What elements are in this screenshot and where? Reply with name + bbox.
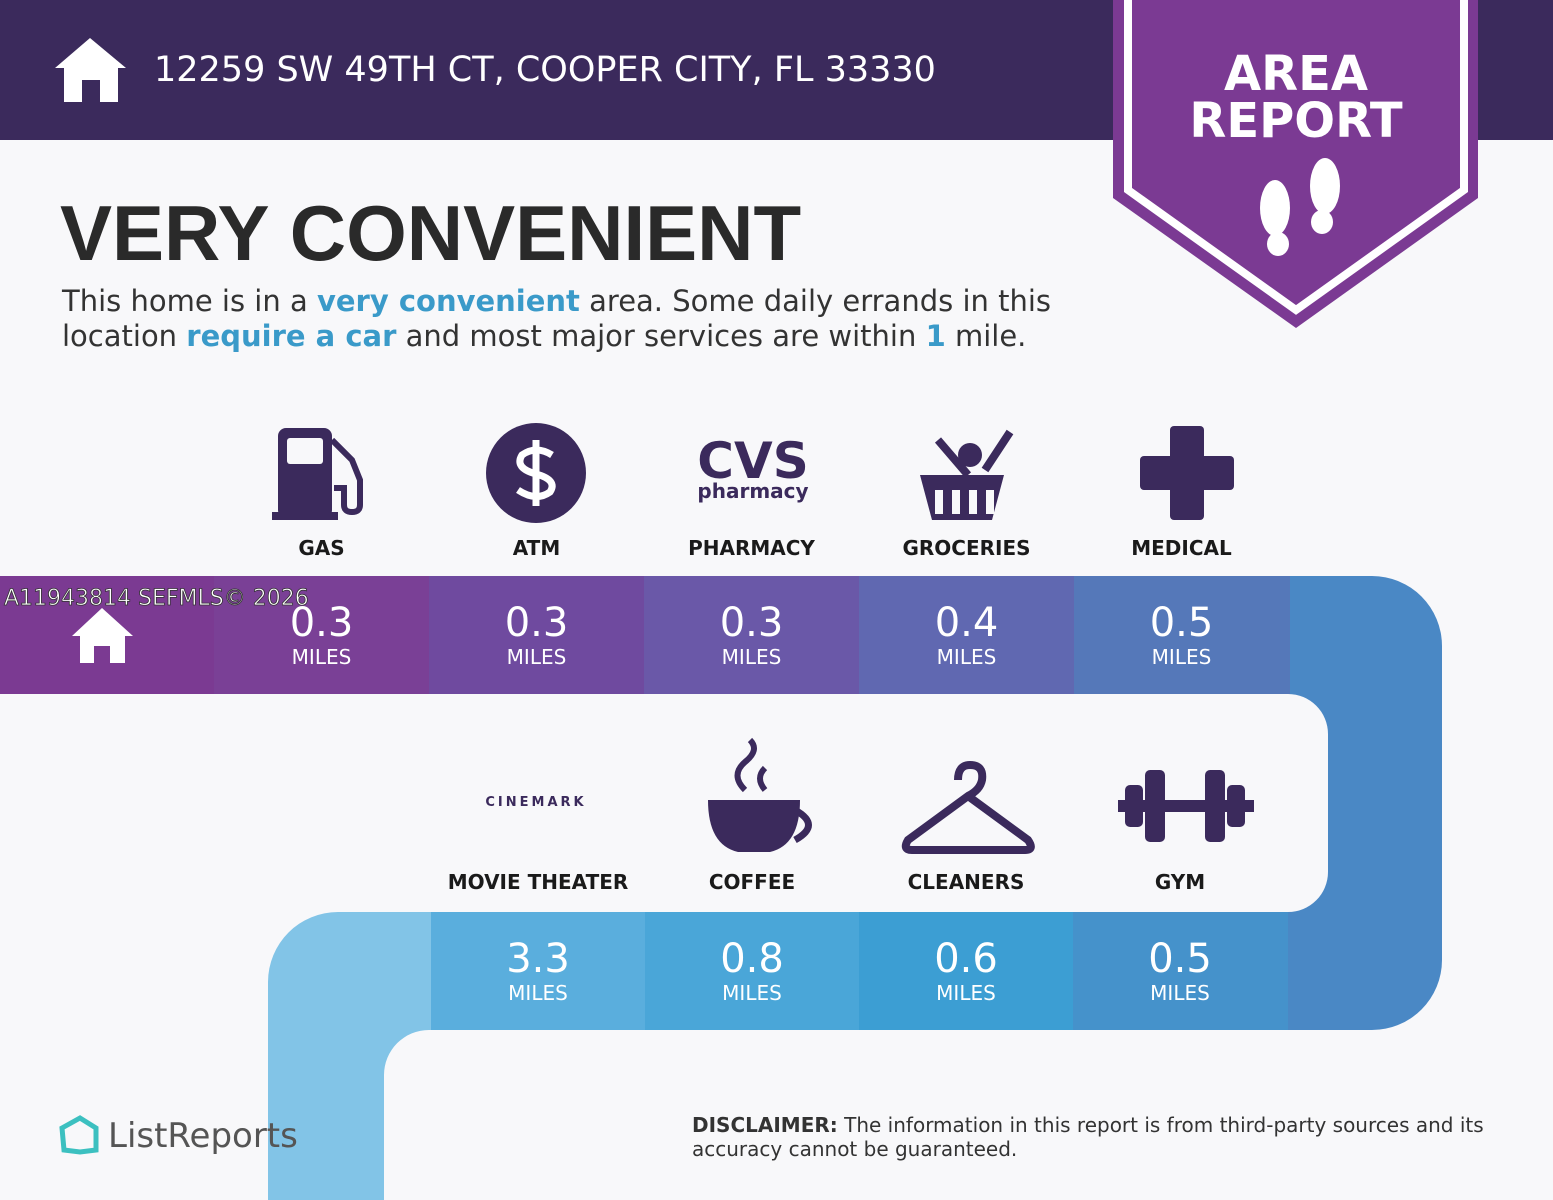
badge-text: AREA bbox=[1224, 46, 1368, 102]
service-label: PHARMACY bbox=[688, 536, 815, 560]
distance: 0.3 bbox=[290, 600, 354, 646]
segment bbox=[214, 576, 430, 694]
segment bbox=[859, 912, 1074, 1030]
description-part: require a car bbox=[186, 319, 397, 353]
brand-logo: CVS bbox=[697, 432, 808, 490]
segment bbox=[645, 912, 860, 1030]
service-label: MEDICAL bbox=[1131, 536, 1232, 560]
unit: MILES bbox=[508, 981, 568, 1005]
disclaimer-label: DISCLAIMER: bbox=[692, 1113, 838, 1137]
route-tail bbox=[268, 912, 431, 1200]
home-icon bbox=[72, 608, 133, 663]
badge-text: REPORT bbox=[1189, 93, 1403, 149]
service-label: COFFEE bbox=[709, 870, 795, 894]
distance: 3.3 bbox=[506, 936, 570, 982]
description-part: area. Some daily errands in this locatio… bbox=[62, 284, 1052, 353]
disclaimer: DISCLAIMER: The information in this repo… bbox=[692, 1113, 1502, 1161]
description-part: and most major services are within bbox=[396, 319, 926, 353]
route-turn bbox=[1288, 576, 1442, 1030]
unit: MILES bbox=[936, 981, 996, 1005]
headline: VERY CONVENIENT bbox=[60, 189, 802, 277]
description-part: This home is in a bbox=[62, 284, 317, 318]
footprints bbox=[1260, 158, 1340, 256]
distance: 0.3 bbox=[720, 600, 784, 646]
home-icon bbox=[55, 38, 126, 102]
route-gap bbox=[0, 694, 1328, 912]
description-part: mile. bbox=[945, 319, 1027, 353]
logo: ListReports bbox=[108, 1116, 298, 1156]
icons bbox=[272, 423, 1254, 854]
segment bbox=[431, 912, 646, 1030]
unit: MILES bbox=[1150, 981, 1210, 1005]
service-label: MOVIE THEATER bbox=[448, 870, 629, 894]
watermark: A11943814 SEFMLS© 2026 bbox=[4, 586, 309, 611]
unit: MILES bbox=[507, 645, 567, 669]
segment bbox=[429, 576, 645, 694]
service-label: CLEANERS bbox=[908, 870, 1025, 894]
distance: 0.5 bbox=[1148, 936, 1212, 982]
unit: MILES bbox=[1152, 645, 1212, 669]
distance: 0.4 bbox=[935, 600, 999, 646]
address: 12259 SW 49TH CT, COOPER CITY, FL 33330 bbox=[154, 50, 936, 90]
badge-border bbox=[1124, 0, 1468, 315]
disclaimer-text: The information in this report is from t… bbox=[692, 1113, 1484, 1161]
unit: MILES bbox=[937, 645, 997, 669]
segment bbox=[859, 576, 1075, 694]
distance: 0.3 bbox=[505, 600, 569, 646]
unit: MILES bbox=[722, 981, 782, 1005]
service-label: ATM bbox=[513, 536, 560, 560]
unit: MILES bbox=[292, 645, 352, 669]
distance: 0.8 bbox=[720, 936, 784, 982]
description-part: 1 bbox=[925, 319, 946, 353]
description: This home is in a very convenient area. … bbox=[62, 284, 1102, 354]
service-label: GAS bbox=[298, 536, 344, 560]
brand-logo: pharmacy bbox=[697, 479, 808, 503]
service-label: GROCERIES bbox=[902, 536, 1030, 560]
brand-logo: CINEMARK bbox=[485, 795, 586, 810]
segment bbox=[644, 576, 860, 694]
distance: 0.6 bbox=[934, 936, 998, 982]
distance: 0.5 bbox=[1150, 600, 1214, 646]
service-label: GYM bbox=[1155, 870, 1205, 894]
segment bbox=[1074, 576, 1290, 694]
segment bbox=[1073, 912, 1288, 1030]
unit: MILES bbox=[722, 645, 782, 669]
logo-icon bbox=[59, 1115, 99, 1155]
description-part: very convenient bbox=[316, 284, 580, 318]
